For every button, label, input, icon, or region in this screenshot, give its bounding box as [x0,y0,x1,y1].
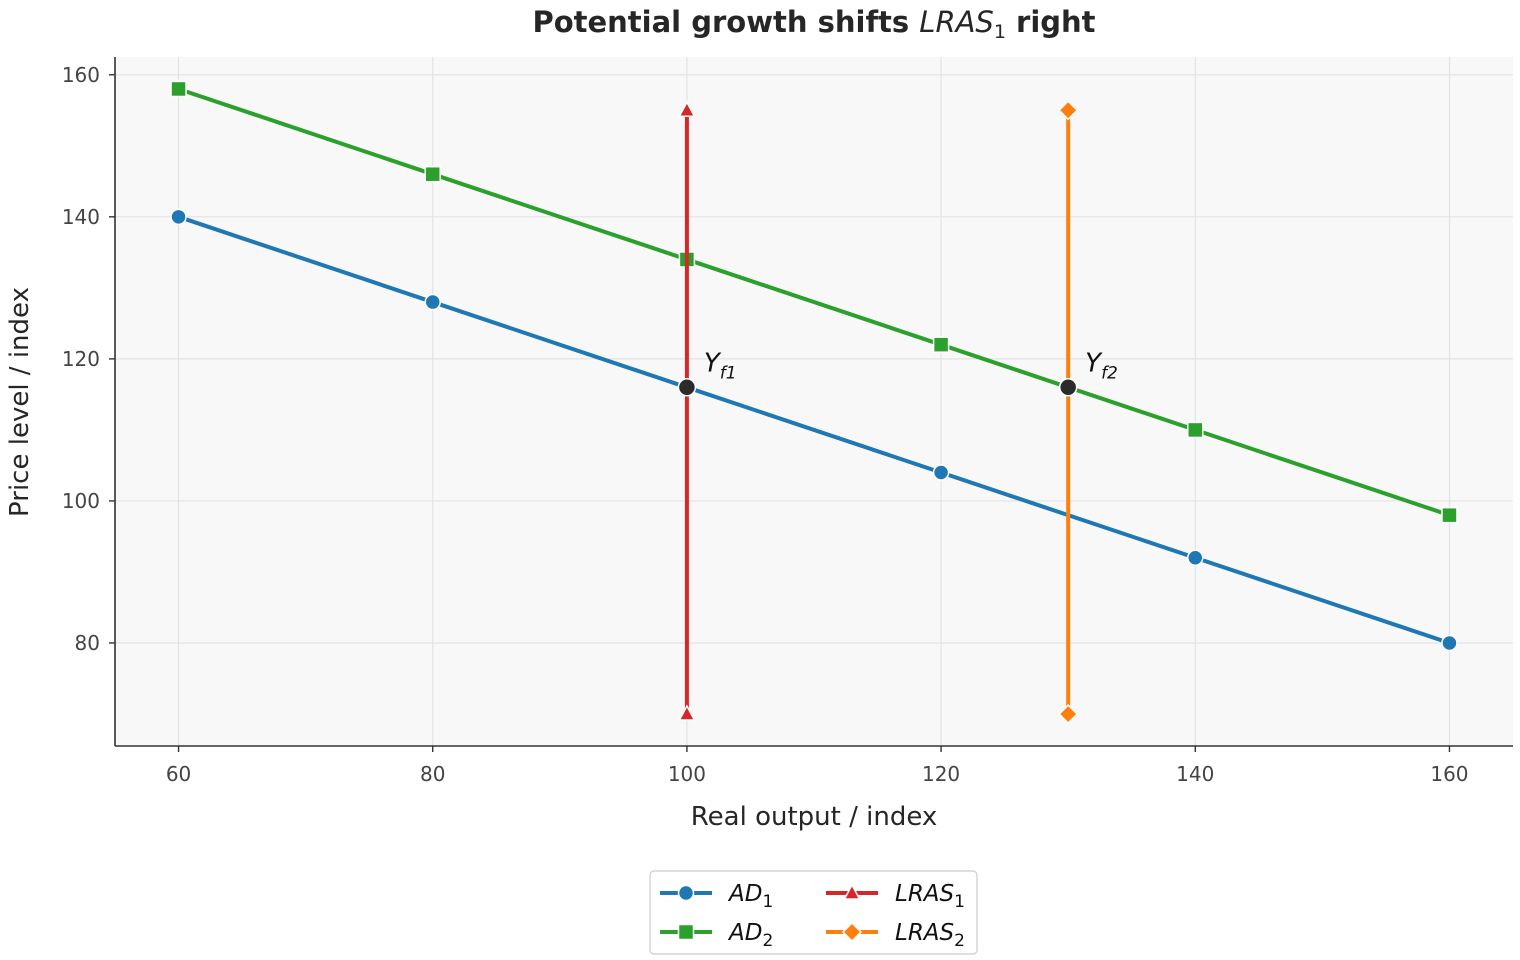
legend-marker-ad1 [677,884,695,902]
y-tick-label: 100 [62,489,100,513]
equilibrium-point-yf2 [1058,378,1078,397]
x-tick-label: 160 [1430,762,1468,786]
legend-marker-ad2 [677,923,695,941]
data-point-ad1 [424,293,441,311]
legend-item-ad2: AD2 [660,920,773,951]
data-point-lras1 [678,100,696,118]
data-point-ad1 [1187,549,1204,567]
x-tick-label: 140 [1176,762,1214,786]
equilibrium-point-yf1 [677,378,697,397]
x-axis-title: Real output / index [691,802,938,832]
series-line-ad1 [176,214,1452,646]
series-lras1 [678,100,696,721]
data-point-ad1 [932,464,950,481]
x-tick-label: 60 [166,762,191,786]
series-lras2 [1058,100,1079,725]
annotation-yf2: Yf2 [1085,348,1118,383]
data-point-lras1 [678,704,696,721]
data-point-ad2 [424,165,441,183]
data-point-ad1 [170,208,187,226]
data-point-ad2 [170,80,187,98]
series-line-ad2 [176,86,1452,518]
legend-box [649,870,978,955]
data-point-lras2 [1058,703,1079,725]
legend-marker-lras2 [841,921,863,943]
x-tick-label: 120 [922,762,960,786]
plot-background [115,57,1513,746]
legend-item-ad1: AD1 [660,881,773,912]
y-axis-title: Price level / index [5,287,35,517]
annotation-yf1: Yf1 [704,348,737,383]
chart-title-math-sub: 1 [994,21,1006,43]
chart-title-suffix: right [1006,5,1096,39]
series-ad2 [170,80,1458,524]
data-point-ad1 [1441,634,1458,652]
legend-label-lras2: LRAS2 [895,920,965,951]
data-point-ad2 [932,336,950,353]
legend-marker-lras1 [843,883,861,900]
y-tick-label: 120 [62,347,100,371]
legend-item-lras1: LRAS1 [826,881,965,912]
legend-item-lras2: LRAS2 [826,920,965,951]
x-tick-label: 80 [420,762,445,786]
annotation-layer: Yf1 Yf2 [677,348,1118,397]
chart-title-math: LRAS [919,5,994,39]
legend: AD1 AD2 LRAS1 LRAS2 [660,881,965,951]
legend-label-lras1: LRAS1 [895,881,965,912]
y-tick-label: 140 [62,205,100,229]
data-point-ad2 [1441,506,1458,524]
x-tick-label: 100 [668,762,706,786]
data-point-lras2 [1058,100,1079,121]
legend-label-ad2: AD2 [727,920,773,951]
legend-label-ad1: AD1 [727,881,773,912]
y-tick-label: 80 [75,631,100,655]
axis-ticks: 60 80 100 120 140 160 80 100 120 140 160 [62,63,1469,786]
data-point-ad2 [1187,421,1204,439]
chart-title: Potential growth shifts LRAS1 right [532,5,1095,43]
y-tick-label: 160 [62,63,100,87]
